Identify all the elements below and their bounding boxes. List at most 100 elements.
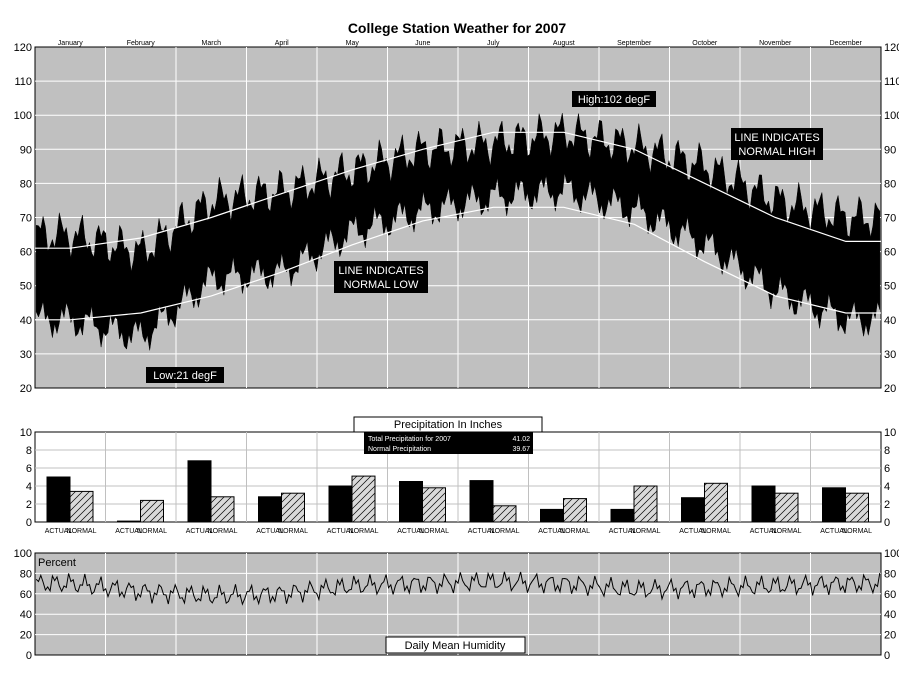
temperature-y-tick-left: 110 — [14, 76, 32, 88]
high-annotation-text: High:102 degF — [578, 94, 650, 106]
temperature-y-tick-left: 90 — [20, 144, 32, 156]
actual-precip-bar-december — [822, 487, 846, 523]
temperature-y-tick-left: 50 — [20, 281, 32, 293]
normal-bar-label: NORMAL — [772, 528, 802, 535]
temperature-y-tick-left: 100 — [14, 110, 32, 122]
month-label-october: October — [692, 40, 718, 47]
low-annotation-text: Low:21 degF — [153, 370, 217, 382]
temperature-y-tick-left: 20 — [20, 383, 32, 395]
normal-bar-label: NORMAL — [490, 528, 520, 535]
humidity-y-tick-left: 0 — [26, 650, 32, 662]
humidity-y-ticks-right: 100 80 60 40 20 0 — [884, 548, 899, 662]
month-label-march: March — [202, 40, 222, 47]
normal-low-annotation-line1: LINE INDICATES — [338, 265, 423, 277]
precipitation-y-tick-right: 8 — [884, 445, 890, 457]
humidity-y-tick-right: 80 — [884, 568, 896, 580]
normal-precip-bar-february — [140, 499, 164, 523]
normal-bar-label: NORMAL — [67, 528, 97, 535]
normal-low-annotation-box — [334, 261, 428, 293]
humidity-y-tick-right: 20 — [884, 630, 896, 642]
precipitation-y-tick-left: 8 — [26, 445, 32, 457]
actual-precip-bar-october — [681, 497, 705, 523]
precipitation-y-tick-left: 4 — [26, 481, 32, 493]
normal-low-annotation-line2: NORMAL LOW — [344, 279, 419, 291]
normal-precip-bar-june — [422, 487, 446, 523]
precipitation-y-ticks-left: 10 8 6 4 2 0 — [20, 427, 32, 529]
humidity-y-tick-right: 60 — [884, 589, 896, 601]
humidity-y-tick-left: 80 — [20, 568, 32, 580]
actual-precip-bar-june — [399, 481, 423, 523]
humidity-ylabel: Percent — [38, 557, 76, 569]
low-annotation: Low:21 degF — [146, 367, 224, 383]
normal-high-annotation-box — [731, 128, 823, 160]
normal-bar-label: NORMAL — [701, 528, 731, 535]
temperature-y-ticks-left: 120 110 100 90 80 70 60 50 40 30 20 — [14, 42, 32, 395]
temperature-y-tick-right: 70 — [884, 213, 896, 225]
humidity-panel: 100 80 60 40 20 0 100 80 60 40 20 0 Percent Daily … — [14, 548, 899, 662]
normal-precip-bar-october — [704, 482, 728, 523]
normal-low-annotation: LINE INDICATES NORMAL LOW — [334, 261, 428, 293]
normal-bar-label: NORMAL — [349, 528, 379, 535]
humidity-y-tick-left: 100 — [14, 548, 32, 560]
actual-bar-label: ACTUAL — [820, 528, 848, 535]
precipitation-y-tick-right: 10 — [884, 427, 896, 439]
temperature-y-tick-left: 40 — [20, 315, 32, 327]
temperature-y-tick-left: 30 — [20, 349, 32, 361]
normal-bar-label: NORMAL — [278, 528, 308, 535]
temperature-y-tick-right: 90 — [884, 144, 896, 156]
actual-bar-label: ACTUAL — [609, 528, 637, 535]
temperature-y-tick-left: 120 — [14, 42, 32, 54]
month-label-april: April — [275, 40, 289, 47]
temperature-y-tick-right: 100 — [884, 110, 899, 122]
humidity-grid — [35, 553, 881, 655]
temperature-y-tick-right: 110 — [884, 76, 899, 88]
actual-bar-label: ACTUAL — [468, 528, 496, 535]
temperature-y-ticks-right: 120 110 100 90 80 70 60 50 40 30 20 — [884, 42, 899, 395]
month-label-december: December — [830, 40, 863, 47]
temperature-panel: January February March April May June July Augu… — [14, 40, 899, 395]
temperature-y-tick-right: 50 — [884, 281, 896, 293]
actual-bar-label: ACTUAL — [45, 528, 73, 535]
actual-precip-bar-february — [117, 520, 141, 523]
humidity-line — [35, 571, 881, 606]
normal-bar-label: NORMAL — [137, 528, 167, 535]
high-annotation-box — [572, 91, 656, 107]
month-label-august: August — [553, 40, 575, 47]
precipitation-grid — [35, 432, 881, 522]
actual-bar-label: ACTUAL — [327, 528, 355, 535]
precipitation-y-tick-left: 0 — [26, 517, 32, 529]
temperature-y-tick-right: 120 — [884, 42, 899, 54]
actual-precip-bar-january — [46, 476, 71, 523]
normal-high-annotation: LINE INDICATES NORMAL HIGH — [731, 128, 823, 160]
humidity-title-box — [385, 636, 526, 654]
temperature-y-tick-right: 40 — [884, 315, 896, 327]
humidity-y-tick-right: 40 — [884, 609, 896, 621]
humidity-y-tick-right: 100 — [884, 548, 899, 560]
normal-bar-label: NORMAL — [631, 528, 661, 535]
month-label-september: September — [617, 40, 652, 47]
actual-bar-label: ACTUAL — [397, 528, 425, 535]
month-label-june: June — [415, 40, 430, 47]
precipitation-bars — [46, 460, 869, 523]
humidity-y-tick-left: 40 — [20, 609, 32, 621]
humidity-title: Daily Mean Humidity — [405, 640, 506, 652]
daily-high-low-band — [35, 113, 881, 351]
month-label-may: May — [346, 40, 360, 47]
temperature-y-tick-right: 20 — [884, 383, 896, 395]
month-label-july: July — [487, 40, 500, 47]
actual-precip-bar-march — [187, 460, 212, 523]
humidity-y-tick-right: 0 — [884, 650, 890, 662]
actual-precip-bar-may — [328, 485, 353, 523]
actual-bar-label: ACTUAL — [750, 528, 778, 535]
daily-temperature-band — [35, 113, 881, 351]
temperature-month-labels: January February March April May June July Augu… — [58, 40, 863, 47]
humidity-y-ticks-left: 100 80 60 40 20 0 — [14, 548, 32, 662]
precipitation-y-tick-left: 10 — [20, 427, 32, 439]
precipitation-y-tick-right: 6 — [884, 463, 890, 475]
normal-bar-label: NORMAL — [560, 528, 590, 535]
normal-temperature-lines — [35, 131, 881, 321]
month-label-november: November — [759, 40, 792, 47]
